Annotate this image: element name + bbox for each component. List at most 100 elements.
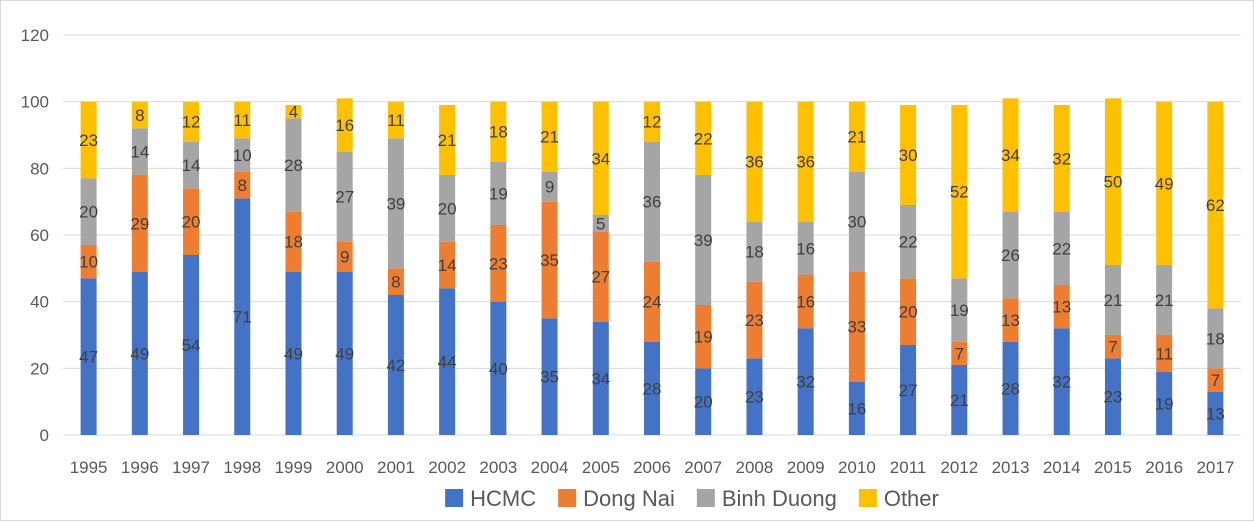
bar-dong-nai bbox=[234, 171, 251, 199]
data-label: 7 bbox=[1211, 371, 1220, 390]
bar-dong-nai bbox=[951, 341, 968, 365]
data-label: 32 bbox=[1052, 373, 1071, 392]
bar-other bbox=[387, 101, 404, 139]
bar-hcmc bbox=[900, 345, 917, 435]
data-label: 19 bbox=[694, 328, 713, 347]
bar-dong-nai bbox=[183, 188, 200, 255]
bar-dong-nai bbox=[490, 225, 507, 302]
data-label: 71 bbox=[233, 308, 252, 327]
bar-dong-nai bbox=[1104, 335, 1121, 359]
data-label: 21 bbox=[847, 128, 866, 147]
bar-hcmc bbox=[1002, 341, 1019, 435]
x-tick-label: 2006 bbox=[633, 458, 671, 477]
bar-binh-duong bbox=[131, 128, 148, 175]
data-label: 49 bbox=[1155, 174, 1174, 193]
bar-hcmc bbox=[439, 288, 456, 435]
data-label: 42 bbox=[386, 356, 405, 375]
bar-hcmc bbox=[234, 198, 251, 435]
data-label: 22 bbox=[694, 129, 713, 148]
bar-dong-nai bbox=[1156, 335, 1173, 372]
bar-other bbox=[1002, 98, 1019, 212]
x-tick-label: 2007 bbox=[684, 458, 722, 477]
data-label: 11 bbox=[233, 111, 251, 130]
data-label: 33 bbox=[847, 318, 866, 337]
data-label: 8 bbox=[135, 106, 144, 125]
bar-hcmc bbox=[695, 368, 712, 435]
bar-binh-duong bbox=[1104, 265, 1121, 335]
data-label: 26 bbox=[1001, 246, 1020, 265]
data-label: 23 bbox=[745, 311, 764, 330]
y-tick-label: 100 bbox=[21, 93, 49, 112]
bar-dong-nai bbox=[285, 211, 302, 272]
bar-other bbox=[1053, 105, 1070, 212]
bar-other bbox=[439, 105, 456, 175]
data-label: 18 bbox=[745, 243, 764, 262]
data-label: 34 bbox=[591, 149, 610, 168]
data-label: 20 bbox=[182, 213, 201, 232]
bar-dong-nai bbox=[1002, 298, 1019, 342]
bar-binh-duong bbox=[1053, 211, 1070, 285]
x-tick-label: 2000 bbox=[326, 458, 364, 477]
data-label: 16 bbox=[847, 399, 866, 418]
bar-hcmc bbox=[1104, 358, 1121, 435]
data-label: 14 bbox=[438, 256, 457, 275]
bar-hcmc bbox=[797, 328, 814, 435]
bar-hcmc bbox=[951, 365, 968, 435]
x-tick-label: 2017 bbox=[1196, 458, 1234, 477]
bar-dong-nai bbox=[848, 271, 865, 382]
data-label: 18 bbox=[489, 123, 508, 142]
legend-swatch-dong-nai bbox=[558, 489, 577, 507]
x-tick-label: 2009 bbox=[787, 458, 825, 477]
x-tick-label: 2013 bbox=[992, 458, 1030, 477]
data-label: 40 bbox=[489, 359, 508, 378]
bar-binh-duong bbox=[80, 178, 97, 245]
x-axis-ticks: 1995 1996 1997 1998 1999 2000 2001 2002 2003 2004… bbox=[70, 458, 1235, 477]
x-tick-label: 1999 bbox=[275, 458, 313, 477]
data-label: 20 bbox=[899, 303, 918, 322]
data-label: 54 bbox=[182, 336, 201, 355]
data-label: 49 bbox=[284, 344, 303, 363]
data-label: 35 bbox=[540, 251, 559, 270]
bar-binh-duong bbox=[183, 141, 200, 189]
data-label: 21 bbox=[540, 128, 559, 147]
bar-dong-nai bbox=[797, 275, 814, 329]
x-tick-label: 2010 bbox=[838, 458, 876, 477]
data-label: 28 bbox=[284, 156, 303, 175]
bar-other bbox=[900, 105, 917, 205]
data-label: 13 bbox=[1052, 298, 1071, 317]
x-tick-label: 1996 bbox=[121, 458, 159, 477]
x-tick-label: 1995 bbox=[70, 458, 108, 477]
data-label: 34 bbox=[1001, 146, 1020, 165]
data-label: 47 bbox=[79, 348, 98, 367]
bar-hcmc bbox=[1053, 328, 1070, 435]
data-label: 19 bbox=[950, 301, 969, 320]
bar-dong-nai bbox=[80, 245, 97, 279]
bar-other bbox=[490, 101, 507, 162]
data-label: 30 bbox=[847, 213, 866, 232]
x-tick-label: 2005 bbox=[582, 458, 620, 477]
data-label: 16 bbox=[796, 239, 815, 258]
data-label: 8 bbox=[391, 273, 400, 292]
bar-dong-nai bbox=[746, 281, 763, 359]
data-label: 22 bbox=[1052, 239, 1071, 258]
y-tick-label: 20 bbox=[30, 359, 49, 378]
legend-label: Binh Duong bbox=[722, 486, 837, 511]
bar-other bbox=[1156, 101, 1173, 266]
y-tick-label: 120 bbox=[21, 26, 49, 45]
data-label: 18 bbox=[1206, 329, 1225, 348]
bar-hcmc bbox=[490, 301, 507, 435]
y-tick-label: 0 bbox=[40, 426, 49, 445]
y-tick-label: 80 bbox=[30, 159, 49, 178]
data-label: 34 bbox=[591, 369, 610, 388]
data-label: 21 bbox=[1103, 291, 1122, 310]
data-label: 14 bbox=[182, 156, 201, 175]
bar-hcmc bbox=[80, 278, 97, 435]
x-tick-label: 2008 bbox=[736, 458, 774, 477]
data-label: 28 bbox=[643, 379, 662, 398]
data-label: 20 bbox=[79, 203, 98, 222]
data-label: 62 bbox=[1206, 196, 1225, 215]
data-label: 16 bbox=[796, 293, 815, 312]
bar-dong-nai bbox=[1053, 285, 1070, 329]
bar-other bbox=[1207, 101, 1224, 309]
data-label: 23 bbox=[79, 131, 98, 150]
